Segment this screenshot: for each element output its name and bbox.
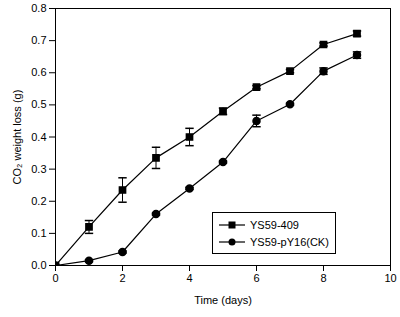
svg-text:CO₂ weight loss (g): CO₂ weight loss (g)	[11, 90, 23, 185]
svg-text:0.5: 0.5	[31, 98, 46, 110]
svg-text:0.6: 0.6	[31, 66, 46, 78]
html-text:YS59-409: YS59-409	[250, 218, 299, 231]
svg-text:0.4: 0.4	[31, 131, 46, 143]
svg-text:0.2: 0.2	[31, 195, 46, 207]
svg-text:2: 2	[119, 272, 125, 284]
svg-text:Time (days): Time (days)	[194, 294, 252, 306]
svg-text:6: 6	[253, 272, 259, 284]
svg-text:0.0: 0.0	[31, 259, 46, 271]
html-text:YS59-pY16(CK): YS59-pY16(CK)	[250, 235, 329, 248]
svg-text:0.7: 0.7	[31, 34, 46, 46]
svg-text:0.1: 0.1	[31, 227, 46, 239]
svg-text:4: 4	[186, 272, 192, 284]
svg-text:0: 0	[52, 272, 58, 284]
svg-text:0.3: 0.3	[31, 163, 46, 175]
svg-text:10: 10	[384, 272, 396, 284]
svg-text:8: 8	[320, 272, 326, 284]
svg-text:0.8: 0.8	[31, 2, 46, 14]
